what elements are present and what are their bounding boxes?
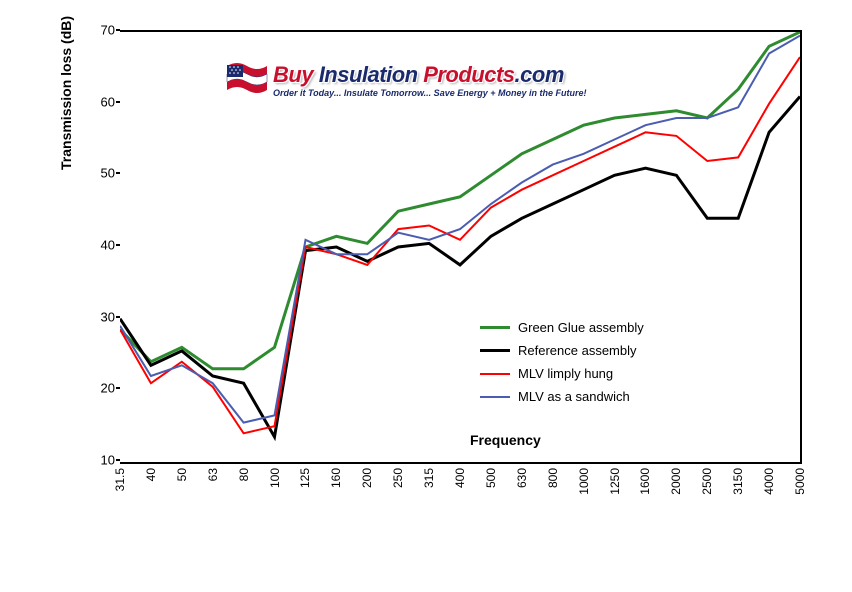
logo-tagline: Order it Today... Insulate Tomorrow... S…: [273, 88, 586, 98]
x-tick-label: 250: [391, 468, 405, 488]
x-tick-label: 500: [484, 468, 498, 488]
logo-main-text: Buy Insulation Products.com: [273, 62, 586, 88]
legend-label: Green Glue assembly: [518, 320, 644, 335]
x-tick-label: 40: [144, 468, 158, 481]
legend-item: Green Glue assembly: [480, 320, 644, 335]
logo-text-segment: Products: [423, 62, 514, 87]
y-tick-label: 60: [80, 94, 115, 109]
y-tick-label: 40: [80, 238, 115, 253]
legend-item: Reference assembly: [480, 343, 644, 358]
x-tick-label: 200: [360, 468, 374, 488]
y-tick-label: 10: [80, 453, 115, 468]
x-tick-label: 315: [422, 468, 436, 488]
x-tick-label: 50: [175, 468, 189, 481]
logo-text-segment: Insulation: [319, 62, 424, 87]
y-tick-label: 50: [80, 166, 115, 181]
legend-swatch: [480, 396, 510, 398]
legend-label: MLV limply hung: [518, 366, 613, 381]
x-tick-label: 31.5: [113, 468, 127, 491]
legend-swatch: [480, 326, 510, 329]
x-tick-label: 80: [237, 468, 251, 481]
y-axis-label: Transmission loss (dB): [58, 16, 74, 170]
x-tick-label: 400: [453, 468, 467, 488]
legend-item: MLV limply hung: [480, 366, 644, 381]
legend-swatch: [480, 349, 510, 352]
x-tick-label: 1000: [577, 468, 591, 495]
x-tick-label: 2500: [700, 468, 714, 495]
x-tick-label: 3150: [731, 468, 745, 495]
flag-icon: [225, 62, 269, 96]
plot-area: Frequency Green Glue assembly Reference a…: [120, 30, 802, 464]
logo-text-segment: .com: [515, 62, 564, 87]
x-axis-label: Frequency: [470, 432, 541, 448]
x-tick-label: 160: [329, 468, 343, 488]
legend: Green Glue assembly Reference assembly MLV…: [480, 320, 644, 412]
x-tick-label: 1250: [608, 468, 622, 495]
y-tick-label: 20: [80, 381, 115, 396]
x-tick-label: 100: [268, 468, 282, 488]
legend-label: MLV as a sandwich: [518, 389, 630, 404]
logo-text-block: Buy Insulation Products.com Order it Tod…: [273, 62, 586, 98]
x-tick-label: 4000: [762, 468, 776, 495]
y-tick-label: 70: [80, 23, 115, 38]
brand-logo: Buy Insulation Products.com Order it Tod…: [225, 62, 586, 98]
y-tick-label: 30: [80, 309, 115, 324]
series-line: [120, 97, 800, 437]
chart-container: Transmission loss (dB) 10203040506070 Fr…: [40, 20, 820, 580]
x-tick-label: 630: [515, 468, 529, 488]
x-tick-label: 125: [298, 468, 312, 488]
x-tick-label: 800: [546, 468, 560, 488]
x-tick-label: 1600: [638, 468, 652, 495]
legend-swatch: [480, 373, 510, 375]
legend-label: Reference assembly: [518, 343, 637, 358]
logo-text-segment: Buy: [273, 62, 319, 87]
legend-item: MLV as a sandwich: [480, 389, 644, 404]
x-tick-label: 2000: [669, 468, 683, 495]
x-tick-label: 5000: [793, 468, 807, 495]
x-tick-label: 63: [206, 468, 220, 481]
